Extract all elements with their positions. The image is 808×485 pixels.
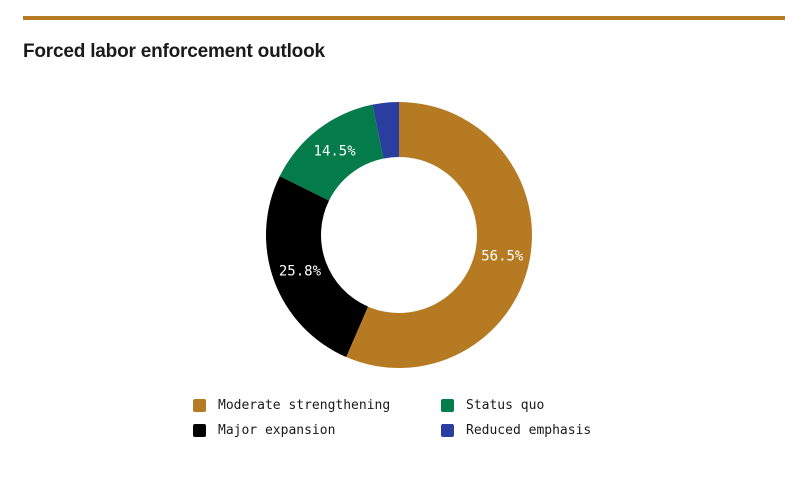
chart-title: Forced labor enforcement outlook (23, 41, 325, 62)
donut-slice-reduced-emphasis (372, 102, 399, 159)
legend-item-major-expansion: Major expansion (193, 423, 441, 438)
donut-slice-status-quo (279, 104, 384, 201)
legend-label: Reduced emphasis (466, 423, 592, 438)
legend-label: Status quo (466, 398, 545, 413)
slice-value-label: 14.5% (314, 143, 357, 159)
legend-swatch (441, 424, 454, 437)
legend-item-moderate-strengthening: Moderate strengthening (193, 398, 441, 413)
legend-swatch (441, 399, 454, 412)
donut-slice-moderate-strengthening (346, 102, 532, 368)
legend-item-status-quo: Status quo (441, 398, 641, 413)
slice-value-label: 25.8% (279, 263, 322, 279)
donut-slice-major-expansion (266, 176, 369, 358)
legend-label: Moderate strengthening (218, 398, 391, 413)
chart-legend: Moderate strengthening Status quo Major … (193, 398, 641, 438)
legend-item-reduced-emphasis: Reduced emphasis (441, 423, 641, 438)
legend-label: Major expansion (218, 423, 336, 438)
top-accent-rule (23, 16, 785, 20)
legend-swatch (193, 424, 206, 437)
slice-value-label: 56.5% (481, 248, 524, 264)
legend-swatch (193, 399, 206, 412)
